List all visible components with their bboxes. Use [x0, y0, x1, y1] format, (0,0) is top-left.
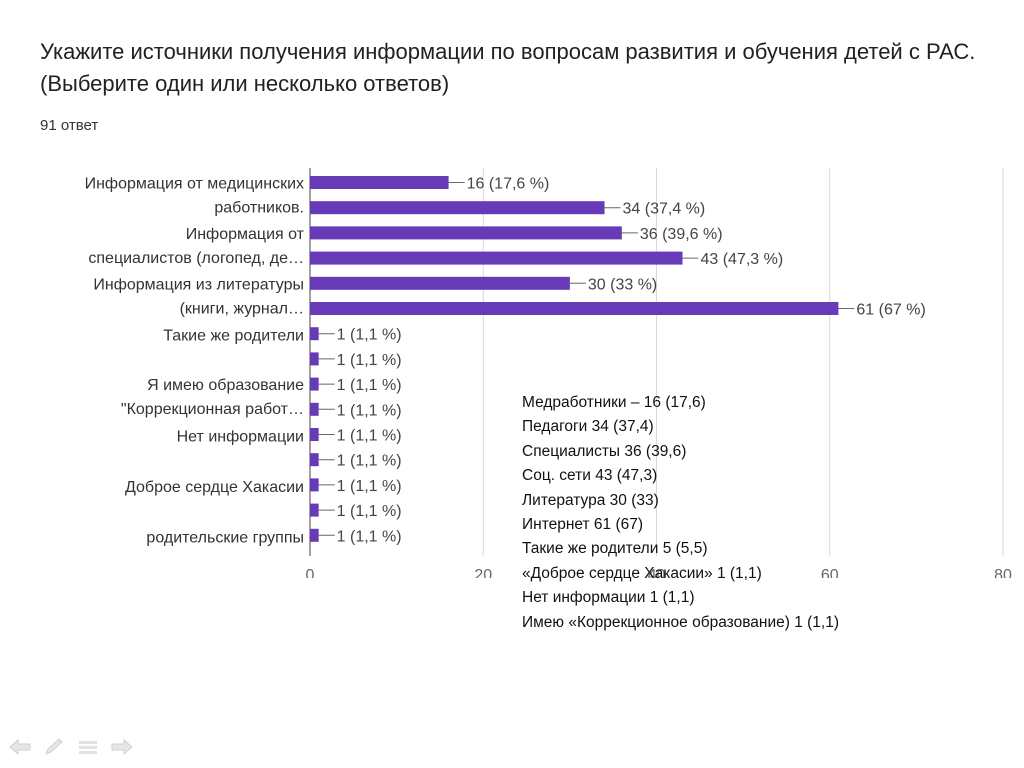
- category-label: Информация от медицинских: [85, 176, 304, 193]
- bar: [310, 402, 319, 416]
- bar: [310, 377, 319, 391]
- pen-icon[interactable]: [42, 738, 66, 756]
- bar: [310, 503, 319, 517]
- note-line: Специалисты 36 (39,6): [522, 442, 687, 460]
- data-label: 1 (1,1 %): [337, 528, 402, 545]
- data-label: 43 (47,3 %): [700, 251, 783, 268]
- category-label: Информация от: [186, 226, 305, 243]
- bar: [310, 251, 683, 265]
- data-label: 36 (39,6 %): [640, 226, 723, 243]
- category-label: Я имею образование: [147, 377, 304, 394]
- data-label: 1 (1,1 %): [337, 377, 402, 394]
- category-label: Нет информации: [177, 429, 304, 446]
- notes-textbox: Медработники – 16 (17,6) Педагоги 34 (37…: [522, 391, 1002, 635]
- note-line: Педагоги 34 (37,4): [522, 418, 654, 436]
- bar: [310, 302, 839, 315]
- data-label: 1 (1,1 %): [337, 478, 402, 495]
- back-arrow-icon[interactable]: [8, 738, 32, 756]
- data-label: 34 (37,4 %): [623, 201, 706, 218]
- data-label: 30 (33 %): [588, 276, 657, 293]
- forward-arrow-icon[interactable]: [110, 738, 134, 756]
- form-card: Укажите источники получения информации п…: [40, 39, 1012, 578]
- bar: [310, 478, 319, 492]
- x-tick-label: 0: [306, 567, 315, 578]
- category-label: "Коррекционная работ…: [121, 401, 304, 418]
- data-label: 16 (17,6 %): [467, 176, 550, 193]
- note-line: Имею «Коррекционное образование) 1 (1,1): [522, 613, 839, 631]
- data-label: 1 (1,1 %): [337, 453, 402, 470]
- note-line: Интернет 61 (67): [522, 516, 644, 534]
- data-label: 1 (1,1 %): [337, 428, 402, 445]
- x-tick-label: 40: [648, 567, 666, 578]
- data-label: 1 (1,1 %): [337, 503, 402, 520]
- bar: [310, 201, 605, 215]
- x-tick-label: 20: [474, 567, 492, 578]
- category-label: Информация из литературы: [93, 276, 304, 293]
- bar: [310, 327, 319, 341]
- bar-chart: 0 20 40 60 80 16 (17,6 %) 34 (37,4 %) 36 (39,6 …: [85, 168, 1012, 578]
- note-line: Такие же родители 5 (5,5): [522, 540, 708, 558]
- note-line: Литература 30 (33): [522, 491, 659, 509]
- data-label: 1 (1,1 %): [337, 352, 402, 369]
- category-label: Такие же родители: [163, 328, 304, 345]
- bar: [310, 352, 319, 366]
- bar: [310, 428, 319, 441]
- bar: [310, 528, 319, 542]
- category-label: (книги, журнал…: [180, 300, 304, 317]
- data-label: 1 (1,1 %): [337, 327, 402, 344]
- category-label: специалистов (логопед, де…: [88, 250, 304, 267]
- data-label: 1 (1,1 %): [337, 402, 402, 419]
- data-label: 61 (67 %): [856, 302, 925, 319]
- menu-icon[interactable]: [76, 738, 100, 756]
- x-tick-label: 80: [994, 567, 1012, 578]
- bar: [310, 453, 319, 467]
- question-title: Укажите источники получения информации п…: [40, 39, 976, 96]
- category-label: работников.: [214, 200, 304, 217]
- note-line: Нет информации 1 (1,1): [522, 589, 695, 607]
- response-count: 91 ответ: [40, 117, 99, 134]
- slideshow-controls: [8, 738, 134, 756]
- category-label: Доброе сердце Хакасии: [125, 479, 304, 496]
- note-line: Соц. сети 43 (47,3): [522, 467, 658, 485]
- category-label: родительские группы: [146, 529, 304, 546]
- bar: [310, 176, 449, 189]
- bar: [310, 226, 622, 240]
- note-line: «Доброе сердце Хакасии» 1 (1,1): [522, 564, 762, 582]
- x-tick-label: 60: [821, 567, 839, 578]
- bar: [310, 276, 570, 290]
- note-line: Медработники – 16 (17,6): [522, 394, 706, 411]
